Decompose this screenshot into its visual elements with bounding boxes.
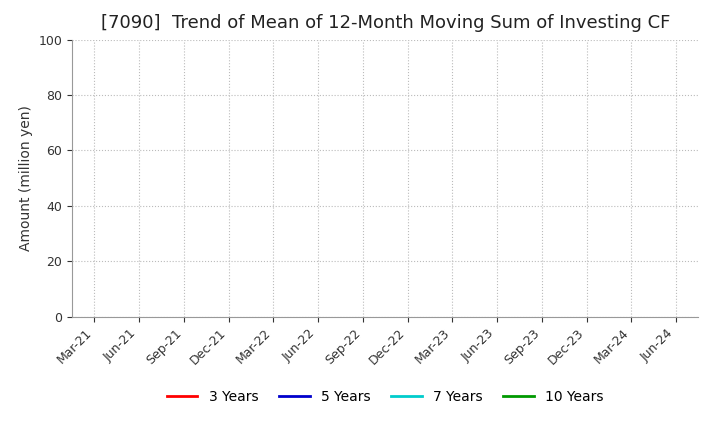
Title: [7090]  Trend of Mean of 12-Month Moving Sum of Investing CF: [7090] Trend of Mean of 12-Month Moving … [101,15,670,33]
Legend: 3 Years, 5 Years, 7 Years, 10 Years: 3 Years, 5 Years, 7 Years, 10 Years [161,385,609,410]
Y-axis label: Amount (million yen): Amount (million yen) [19,105,33,251]
